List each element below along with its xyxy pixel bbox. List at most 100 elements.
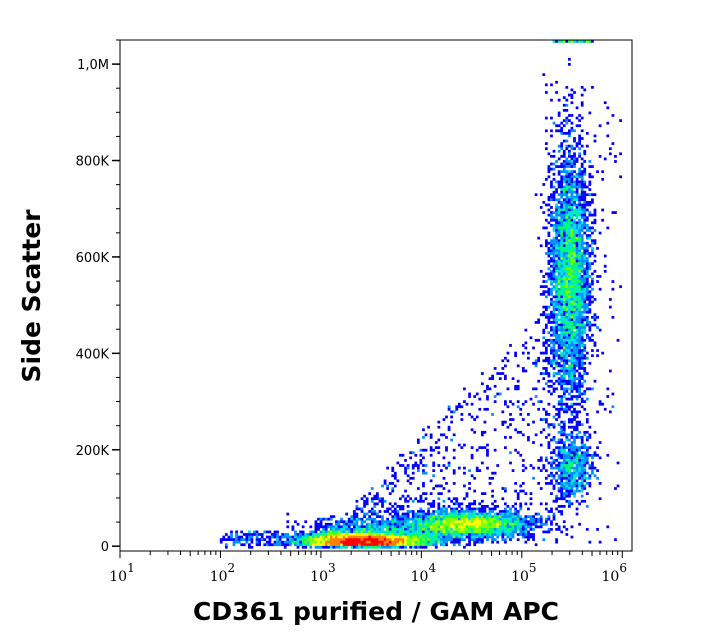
density-bin — [486, 512, 489, 516]
density-bin — [568, 175, 571, 179]
density-bin — [575, 359, 579, 363]
density-bin — [406, 520, 410, 524]
density-bin — [506, 525, 510, 529]
density-bin — [550, 349, 553, 352]
density-bin — [447, 528, 451, 531]
density-bin — [550, 241, 553, 245]
density-bin — [447, 461, 451, 465]
density-bin — [473, 507, 477, 511]
density-bin — [437, 540, 441, 544]
density-bin — [562, 264, 566, 268]
density-bin — [386, 545, 389, 549]
density-bin — [555, 538, 558, 541]
density-bin — [575, 446, 579, 450]
density-bin — [560, 154, 564, 158]
density-bin — [562, 223, 566, 227]
density-bin — [480, 528, 484, 531]
density-bin — [465, 530, 469, 534]
density-bin — [552, 387, 556, 391]
density-bin — [583, 349, 587, 352]
density-bin — [519, 489, 523, 493]
density-bin — [593, 254, 597, 258]
density-bin — [588, 244, 592, 248]
density-bin — [570, 395, 574, 398]
density-bin — [547, 195, 551, 199]
density-bin — [573, 160, 576, 163]
density-bin — [560, 382, 564, 386]
density-bin — [360, 497, 364, 501]
density-bin — [588, 292, 592, 296]
density-bin — [521, 469, 525, 472]
density-bin — [578, 349, 581, 352]
density-bin — [593, 451, 597, 455]
density-bin — [562, 160, 566, 163]
density-bin — [396, 479, 400, 483]
density-bin — [557, 208, 561, 212]
density-bin — [524, 535, 528, 539]
density-bin — [568, 234, 571, 237]
density-bin — [258, 533, 261, 536]
density-bin — [575, 295, 579, 299]
density-bin — [608, 369, 612, 373]
density-bin — [544, 502, 548, 506]
density-bin — [404, 515, 407, 518]
density-bin — [470, 535, 474, 539]
density-bin — [560, 147, 564, 151]
density-bin — [427, 520, 430, 524]
density-bin — [232, 538, 236, 541]
density-bin — [555, 479, 558, 483]
density-bin — [578, 367, 581, 370]
density-bin — [429, 540, 433, 544]
density-bin — [583, 172, 587, 176]
density-bin — [524, 341, 528, 345]
density-bin — [560, 484, 564, 488]
density-bin — [560, 241, 564, 245]
density-bin — [598, 275, 602, 278]
density-bin — [347, 520, 351, 524]
density-bin — [411, 512, 415, 516]
density-bin — [578, 482, 581, 485]
density-bin — [560, 236, 564, 240]
density-bin — [575, 356, 579, 360]
density-bin — [550, 183, 553, 186]
density-bin — [578, 430, 581, 434]
density-bin — [557, 453, 561, 457]
density-bin — [286, 525, 290, 529]
density-bin — [542, 359, 546, 363]
density-bin — [427, 517, 430, 521]
density-bin — [470, 515, 474, 518]
density-bin — [491, 471, 494, 475]
density-bin — [557, 487, 561, 490]
density-bin — [434, 543, 438, 547]
density-bin — [555, 333, 558, 337]
density-bin — [255, 530, 259, 534]
density-bin — [560, 277, 564, 281]
density-bin — [463, 530, 466, 534]
density-bin — [283, 545, 287, 549]
density-bin — [560, 221, 564, 225]
density-bin — [588, 300, 592, 304]
density-bin — [521, 482, 525, 485]
density-bin — [544, 346, 548, 350]
density-bin — [598, 124, 602, 128]
density-bin — [557, 336, 561, 340]
density-bin — [562, 292, 566, 296]
density-bin — [440, 540, 443, 544]
density-bin — [347, 517, 351, 521]
density-bin — [437, 530, 441, 534]
density-bin — [568, 129, 571, 133]
density-bin — [250, 538, 254, 541]
density-bin — [557, 98, 561, 102]
density-bin — [491, 528, 494, 531]
density-bin — [570, 246, 574, 250]
density-bin — [583, 446, 587, 450]
density-bin — [276, 535, 279, 539]
density-bin — [593, 193, 597, 197]
density-bin — [552, 295, 556, 299]
density-bin — [596, 275, 599, 278]
density-bin — [570, 208, 574, 212]
density-bin — [547, 254, 551, 258]
density-bin — [557, 318, 561, 322]
density-bin — [411, 528, 415, 531]
density-bin — [547, 338, 551, 342]
